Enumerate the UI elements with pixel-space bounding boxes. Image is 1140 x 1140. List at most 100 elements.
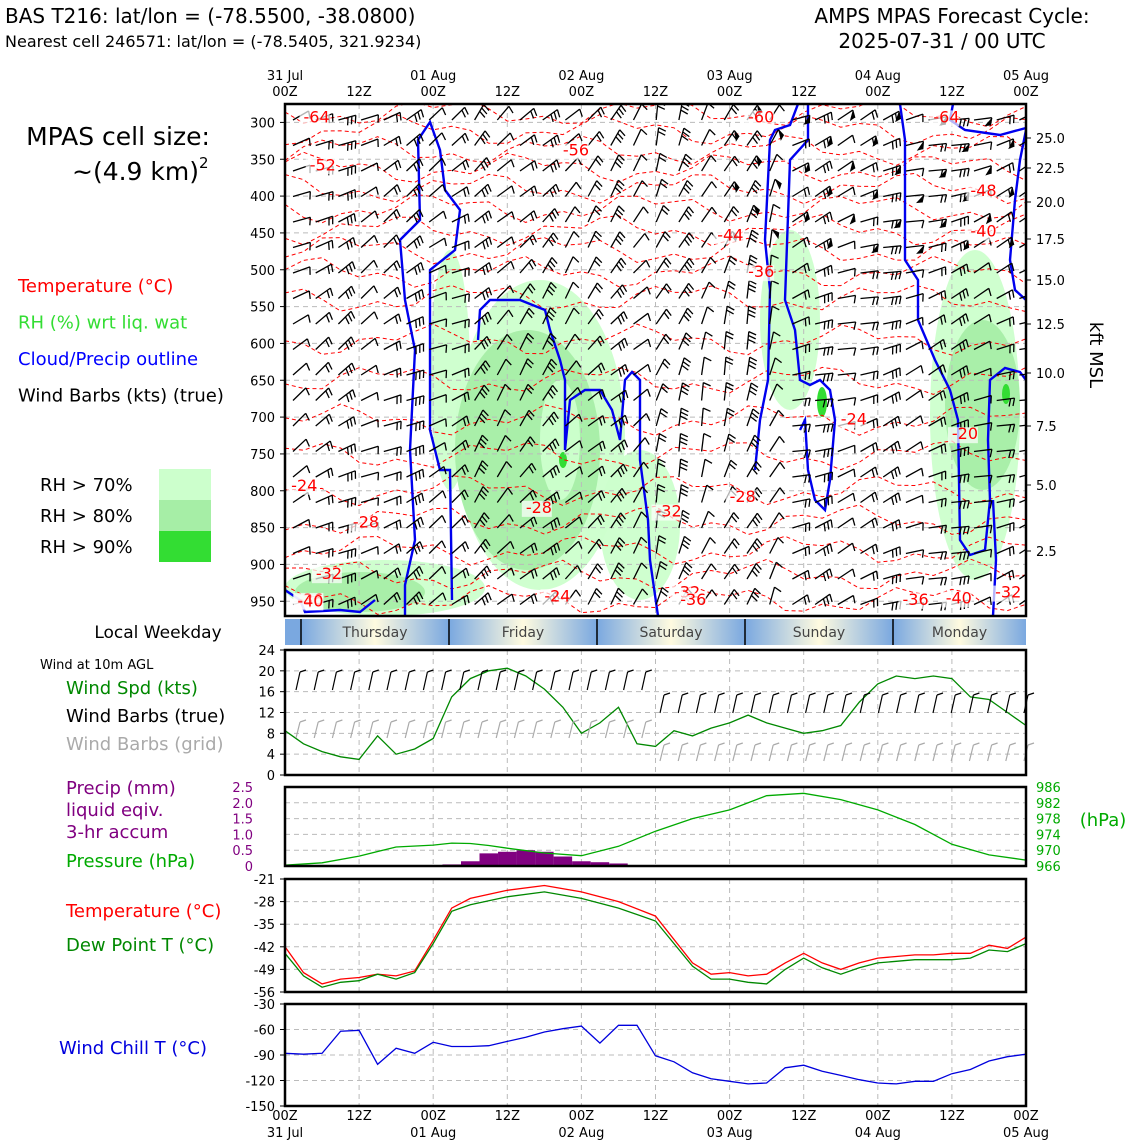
wind-barb bbox=[337, 261, 356, 275]
wind-barb bbox=[815, 423, 834, 433]
wind-barb bbox=[565, 108, 583, 121]
isotherm bbox=[285, 585, 1026, 615]
wind-barb bbox=[337, 336, 356, 350]
wind-barb bbox=[474, 262, 493, 276]
wind-barb bbox=[406, 420, 425, 432]
wind-barb-true bbox=[604, 669, 616, 691]
wind-barb bbox=[746, 356, 758, 376]
wind-barb bbox=[996, 545, 1015, 556]
wind-barb bbox=[973, 474, 993, 484]
wind-barb bbox=[315, 287, 334, 300]
temp-label: -40 bbox=[946, 588, 972, 607]
legend-item: Temperature (°C) bbox=[17, 276, 173, 297]
wind-barb-grid bbox=[786, 742, 798, 762]
precip-tick-label: 2.0 bbox=[232, 797, 253, 812]
wind-barb bbox=[928, 470, 947, 481]
wind-barb bbox=[928, 242, 947, 253]
wind-barb bbox=[678, 382, 690, 401]
wind-barb bbox=[951, 575, 970, 586]
wind-barb bbox=[655, 178, 669, 197]
wind-barb-grid bbox=[459, 719, 470, 739]
wind-barb bbox=[951, 525, 970, 536]
title-right-1: AMPS MPAS Forecast Cycle: bbox=[814, 4, 1089, 28]
wind-barb bbox=[519, 307, 535, 325]
wind-barb bbox=[428, 107, 447, 121]
wind-barb bbox=[474, 104, 490, 121]
wind-barb bbox=[860, 216, 879, 227]
wind-barb-flag bbox=[772, 229, 780, 240]
wind-barb bbox=[632, 486, 649, 503]
temp-label-bg bbox=[744, 110, 775, 127]
wind-barb bbox=[519, 258, 537, 274]
wind-barb bbox=[564, 307, 580, 325]
wind-barb bbox=[723, 255, 738, 274]
top-tick-date: 03 Aug bbox=[707, 69, 753, 84]
wind-barb bbox=[587, 588, 603, 605]
wind-barb bbox=[338, 547, 357, 559]
wind-barb bbox=[428, 515, 447, 529]
wind-barb bbox=[700, 433, 712, 452]
wind-barb bbox=[973, 313, 992, 325]
series-line bbox=[284, 884, 1027, 985]
wind-barb bbox=[610, 179, 625, 197]
wind-barb-true bbox=[859, 692, 871, 714]
top-tick-date: 02 Aug bbox=[558, 69, 604, 84]
wind-barb bbox=[338, 213, 357, 226]
height-tick-label: 25.0 bbox=[1036, 132, 1065, 147]
bottom-tick-hour: 12Z bbox=[643, 1109, 669, 1124]
wind-barb bbox=[973, 448, 993, 458]
isotherm bbox=[285, 151, 1026, 183]
bottom-tick-hour: 00Z bbox=[420, 1109, 446, 1124]
wind-barb bbox=[337, 362, 356, 376]
wind-barb-true bbox=[623, 669, 634, 691]
wind-barb bbox=[678, 535, 692, 554]
wind-barb bbox=[678, 433, 689, 452]
wind-barb-true bbox=[313, 669, 325, 691]
wind-barb bbox=[610, 129, 626, 146]
wind-barb bbox=[519, 332, 535, 350]
wind-barb bbox=[632, 511, 648, 529]
wind-barb bbox=[292, 290, 311, 300]
wind-barb bbox=[814, 291, 833, 304]
temp-label: -32 bbox=[316, 564, 342, 583]
wind-barb bbox=[564, 133, 583, 146]
wind-barb bbox=[451, 267, 470, 277]
wind-barb-flag bbox=[1031, 212, 1036, 223]
wind-barb bbox=[678, 206, 695, 223]
wind-barb-true bbox=[786, 692, 798, 714]
wind-legend: Wind Spd (kts) Wind Barbs (true) Wind Barb… bbox=[66, 678, 225, 755]
wind-barb-grid bbox=[368, 719, 379, 739]
wind-barb bbox=[474, 236, 493, 250]
bottom-tick-date: 05 Aug bbox=[1003, 1126, 1049, 1140]
wind-barb-true bbox=[695, 692, 707, 714]
precip-tick-label: 0.5 bbox=[232, 844, 253, 859]
wind-barb bbox=[292, 412, 310, 427]
wind-barb bbox=[292, 216, 312, 226]
weekday-day: Thursday bbox=[341, 625, 407, 641]
panel-frame bbox=[283, 785, 1028, 868]
wind-barb bbox=[406, 591, 424, 605]
wind-barb bbox=[950, 365, 970, 378]
wind-barb bbox=[428, 210, 447, 223]
temp-label: -48 bbox=[970, 181, 996, 200]
wind-barb bbox=[315, 139, 334, 150]
wind-barb-grid bbox=[550, 719, 561, 739]
bottom-tick-hour: 12Z bbox=[791, 1109, 817, 1124]
wind-barb bbox=[951, 167, 970, 178]
wind-barb bbox=[905, 113, 924, 123]
wind-barb bbox=[655, 205, 670, 223]
rh-region-high bbox=[1002, 384, 1010, 404]
wind-barb-true bbox=[750, 692, 762, 714]
wind-barb-flag bbox=[1008, 187, 1014, 198]
wind-barb bbox=[587, 415, 606, 427]
wind-barb bbox=[292, 518, 311, 529]
wind-barb bbox=[700, 104, 715, 121]
wind-barb bbox=[837, 134, 856, 147]
series-line bbox=[284, 1024, 1027, 1085]
wind-barb bbox=[406, 342, 425, 355]
wind-chill-legend: Wind Chill T (°C) bbox=[59, 1038, 207, 1059]
wind-barb bbox=[723, 280, 736, 299]
wind-barb bbox=[451, 318, 470, 329]
weekday-day: Friday bbox=[502, 625, 544, 641]
